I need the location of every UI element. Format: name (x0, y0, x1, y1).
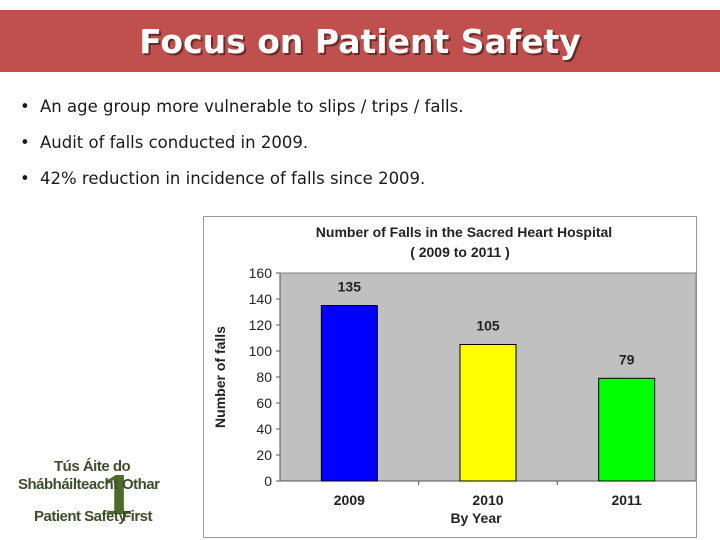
bar-2009 (320, 305, 378, 482)
y-tick-label: 80 (256, 369, 272, 385)
bullet-glyph: • (20, 133, 30, 152)
bullet-text: 42% reduction in incidence of falls sinc… (40, 169, 426, 188)
y-tick-label: 0 (264, 473, 272, 489)
logo-line-3a: Patient Safety (34, 508, 127, 525)
y-tick-label: 20 (256, 447, 272, 463)
bullet-glyph: • (20, 97, 30, 116)
y-tick-label: 100 (249, 343, 273, 359)
y-tick-label: 140 (249, 291, 273, 307)
bullet-item: • Audit of falls conducted in 2009. (20, 128, 463, 164)
logo-line-3b: First (122, 508, 153, 525)
bar-2011 (598, 377, 656, 482)
y-tick-label: 60 (256, 395, 272, 411)
logo-line-1: Tús Áite do (54, 458, 131, 475)
bullet-text: An age group more vulnerable to slips / … (40, 97, 464, 116)
y-axis-label: Number of falls (212, 326, 228, 428)
y-tick-label: 40 (256, 421, 272, 437)
y-tick-label: 120 (249, 317, 273, 333)
y-tick-label: 160 (249, 265, 273, 281)
chart-svg: Number of Falls in the Sacred Heart Hosp… (212, 224, 697, 526)
slide-title: Focus on Patient Safety (139, 21, 581, 61)
logo-line-2b: Othar (122, 476, 160, 493)
bullet-glyph: • (20, 169, 30, 188)
data-label-2010: 105 (476, 318, 500, 334)
x-tick-label: 2011 (611, 492, 642, 508)
chart-title: Number of Falls in the Sacred Heart Hosp… (316, 224, 612, 240)
x-tick-label: 2009 (334, 492, 365, 508)
x-axis-label: By Year (450, 510, 502, 526)
bullet-list: • An age group more vulnerable to slips /… (20, 92, 463, 200)
x-tick-label: 2010 (472, 492, 503, 508)
bullet-item: • An age group more vulnerable to slips /… (20, 92, 463, 128)
chart-subtitle: ( 2009 to 2011 ) (410, 244, 510, 260)
bullet-text: Audit of falls conducted in 2009. (40, 133, 309, 152)
bullet-item: • 42% reduction in incidence of falls sin… (20, 164, 463, 200)
logo-numeral: 1 (100, 466, 137, 527)
logo-line-2a: Shábháilteacht (18, 476, 118, 493)
data-label-2009: 135 (338, 279, 362, 295)
title-bar: Focus on Patient Safety (0, 10, 720, 72)
bar-chart: Number of Falls in the Sacred Heart Hosp… (203, 216, 697, 538)
bar-2010 (459, 344, 517, 482)
patient-safety-logo: 1 Tús Áite do Shábháilteacht Othar Patie… (18, 452, 168, 534)
data-label-2011: 79 (619, 351, 635, 367)
